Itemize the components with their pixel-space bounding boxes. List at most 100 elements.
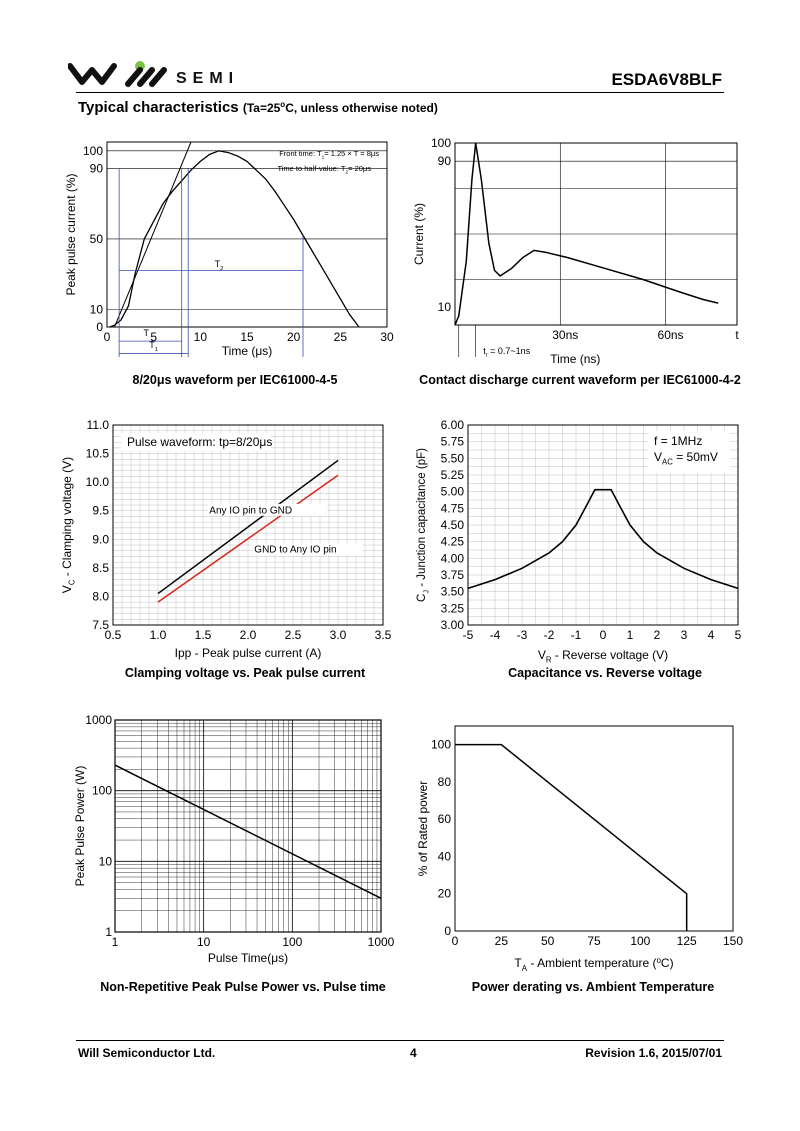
y-tick-label: 0 [444, 924, 451, 938]
y-tick-label: 10.5 [86, 447, 110, 461]
x-tick-label: 3 [681, 628, 688, 642]
y-tick-label: 3.25 [441, 601, 465, 615]
footer-divider [76, 1040, 724, 1041]
x-tick-label: -4 [490, 628, 501, 642]
x-tick-label: 20 [287, 330, 301, 344]
clamping-voltage-chart: 0.5 1.0 1.5 2.0 2.5 3.0 3.5 7.5 8.0 8.5 9.0 9.5 10.0… [60, 418, 392, 660]
x-tick-label: 100 [282, 935, 302, 949]
y-axis-label: VC - Clamping voltage (V) [60, 457, 77, 593]
legend-bg [121, 433, 271, 451]
peak-pulse-power-chart: 1 10 100 1000 1 10 100 1000 Pulse Time(μs) Peak P… [73, 713, 395, 965]
x-tick-label: 5 [735, 628, 742, 642]
section-title-text: Typical characteristics [78, 99, 239, 116]
derating-series-line [455, 743, 688, 931]
caption-peak-power: Non-Repetitive Peak Pulse Power vs. Puls… [100, 980, 386, 994]
y-tick-label: 9.0 [92, 532, 109, 546]
y-tick-label: 4.25 [441, 535, 465, 549]
y-tick-label: 7.5 [92, 618, 109, 632]
x-tick-label: -2 [544, 628, 555, 642]
y-tick-label: 40 [438, 849, 452, 863]
y-tick-label: 90 [438, 154, 452, 168]
waveform-legend: Pulse waveform: tp=8/20μs [127, 435, 272, 449]
x-tick-label: -1 [571, 628, 582, 642]
series-gnd-to-io [157, 474, 339, 603]
y-axis-label: Peak pulse current (%) [64, 173, 78, 295]
plot-frame [454, 725, 734, 932]
footer-company: Will Semiconductor Ltd. [78, 1046, 216, 1060]
x-tick-label: t [735, 328, 739, 342]
x-tick-label: 3.0 [330, 628, 347, 642]
plot-frame [106, 141, 388, 328]
y-tick-label: 20 [438, 887, 452, 901]
x-tick-label: 1000 [368, 935, 395, 949]
will-semi-logo [68, 61, 167, 87]
y-axis-label: % of Rated power [416, 781, 430, 876]
capacitance-chart: -5 -4 -3 -2 -1 0 1 2 3 4 5 3.00 3.25 3.50 3.75 4.00 4.25… [416, 418, 742, 665]
x-tick-label: 10 [197, 935, 211, 949]
caption-capacitance: Capacitance vs. Reverse voltage [508, 666, 702, 680]
section-condition: (Ta=25oC, unless otherwise noted) [243, 100, 438, 115]
caption-contact-discharge: Contact discharge current waveform per I… [419, 373, 741, 387]
x-tick-label: 4 [708, 628, 715, 642]
x-tick-label: 25 [334, 330, 348, 344]
caption-clamping: Clamping voltage vs. Peak pulse current [124, 666, 366, 680]
series-label-io-to-gnd: Any IO pin to GND [209, 506, 292, 517]
condition-post: C, unless otherwise noted) [285, 101, 438, 115]
power-series-line [114, 764, 382, 899]
x-axis-label: Pulse Time(μs) [208, 951, 288, 965]
y-tick-label: 5.75 [441, 435, 465, 449]
x-tick-label: 1.0 [150, 628, 167, 642]
x-axis-label: Ipp - Peak pulse current (A) [175, 646, 322, 660]
x-axis-label: TA - Ambient temperature (oC) [514, 956, 673, 973]
y-tick-label: 100 [431, 136, 451, 150]
y-tick-label: 100 [431, 738, 451, 752]
contact-discharge-chart: 30ns 60ns t 10 90 100 Time (ns) Current (%) tr =… [412, 136, 739, 366]
y-tick-label: 4.00 [441, 551, 465, 565]
y-axis-label: CJ - Junction capacitance (pF) [416, 448, 430, 602]
x-tick-label: 2.5 [285, 628, 302, 642]
x-tick-label: 25 [495, 934, 509, 948]
y-tick-label: 10.0 [86, 475, 110, 489]
x-tick-label: -3 [517, 628, 528, 642]
y-tick-label: 90 [90, 161, 104, 175]
y-tick-label: 11.0 [87, 418, 110, 432]
y-tick-label: 5.50 [441, 451, 465, 465]
front-time-note: Front time: T1= 1.25 × T = 8μs [279, 149, 379, 160]
caption-waveform: 8/20μs waveform per IEC61000-4-5 [132, 373, 338, 387]
front-time-line [114, 141, 192, 328]
y-tick-label: 10 [438, 300, 452, 314]
legend-frequency: f = 1MHz [654, 434, 702, 448]
half-value-note: Time to half-value: T2= 20μs [277, 164, 371, 175]
y-tick-label: 4.50 [441, 518, 465, 532]
waveform-series-line [109, 150, 360, 328]
y-tick-label: 3.00 [441, 618, 465, 632]
y-tick-label: 0 [96, 320, 103, 334]
y-tick-label: 3.50 [441, 585, 465, 599]
y-tick-label: 100 [83, 144, 103, 158]
t1-label: T1 [149, 340, 158, 353]
y-tick-label: 9.5 [92, 504, 109, 518]
x-tick-label: 60ns [658, 328, 684, 342]
y-tick-label: 100 [92, 784, 112, 798]
x-axis-label: VR - Reverse voltage (V) [538, 648, 668, 665]
page-number: 4 [410, 1046, 417, 1060]
y-tick-label: 50 [90, 232, 104, 246]
plot-frame [114, 719, 382, 933]
y-tick-label: 6.00 [441, 418, 465, 432]
y-tick-label: 10 [99, 854, 113, 868]
x-tick-label: 1.5 [195, 628, 212, 642]
x-tick-label: 30 [380, 330, 394, 344]
x-tick-label: 1 [112, 935, 119, 949]
label-bg [252, 543, 363, 556]
x-axis-label: Time (ns) [550, 352, 600, 366]
y-tick-label: 4.75 [441, 501, 465, 515]
caption-derating: Power derating vs. Ambient Temperature [471, 980, 715, 994]
x-tick-label: 30ns [552, 328, 578, 342]
plot-frame [467, 424, 739, 626]
section-title: Typical characteristics (Ta=25oC, unless… [78, 99, 438, 116]
footer-revision: Revision 1.6, 2015/07/01 [585, 1046, 722, 1060]
x-tick-label: 0 [452, 934, 459, 948]
part-number: ESDA6V8BLF [611, 70, 722, 89]
x-tick-label: -5 [463, 628, 474, 642]
y-tick-label: 60 [438, 812, 452, 826]
